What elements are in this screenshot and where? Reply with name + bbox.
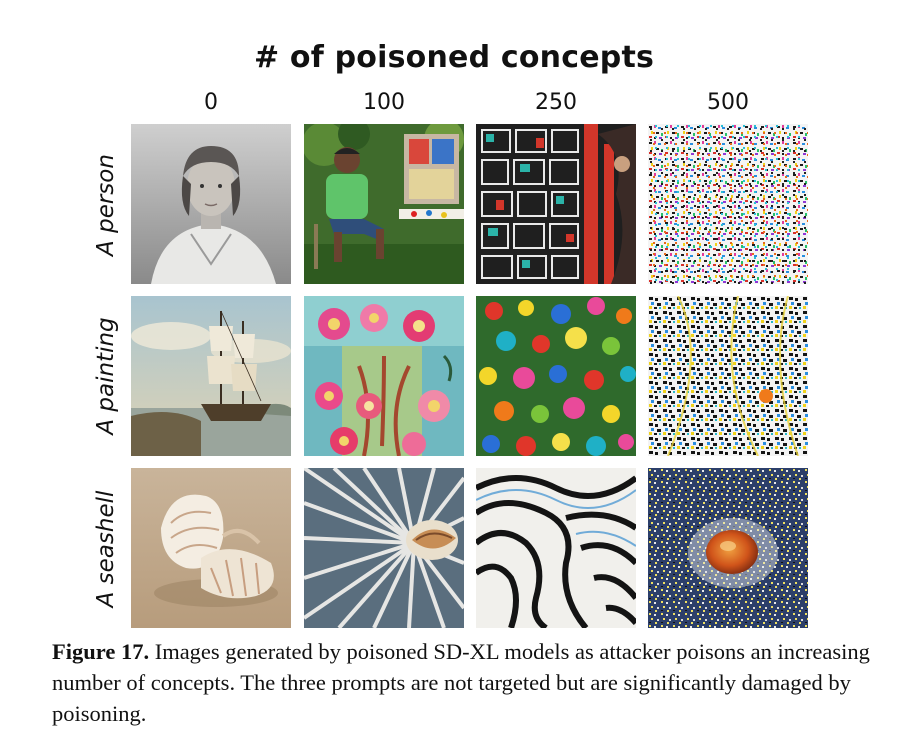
image-person-100	[304, 124, 464, 284]
row-label-seashell: A seashell	[93, 490, 119, 608]
figure-caption: Figure 17. Images generated by poisoned …	[52, 636, 872, 729]
image-seashell-500	[648, 468, 808, 628]
image-painting-500	[648, 296, 808, 456]
image-person-250	[476, 124, 636, 284]
caption-label: Figure 17.	[52, 639, 150, 664]
image-seashell-100	[304, 468, 464, 628]
image-seashell-0	[131, 468, 291, 628]
image-painting-100	[304, 296, 464, 456]
column-label-100: 100	[363, 90, 405, 115]
column-label-0: 0	[204, 90, 218, 115]
image-painting-0	[131, 296, 291, 456]
image-person-0	[131, 124, 291, 284]
column-label-250: 250	[535, 90, 577, 115]
image-seashell-250	[476, 468, 636, 628]
caption-text: Images generated by poisoned SD-XL model…	[52, 639, 870, 726]
row-label-person: A person	[93, 154, 119, 256]
image-person-500	[648, 124, 808, 284]
row-label-painting: A painting	[93, 317, 119, 435]
column-label-500: 500	[707, 90, 749, 115]
image-painting-250	[476, 296, 636, 456]
figure-title: # of poisoned concepts	[253, 40, 655, 75]
